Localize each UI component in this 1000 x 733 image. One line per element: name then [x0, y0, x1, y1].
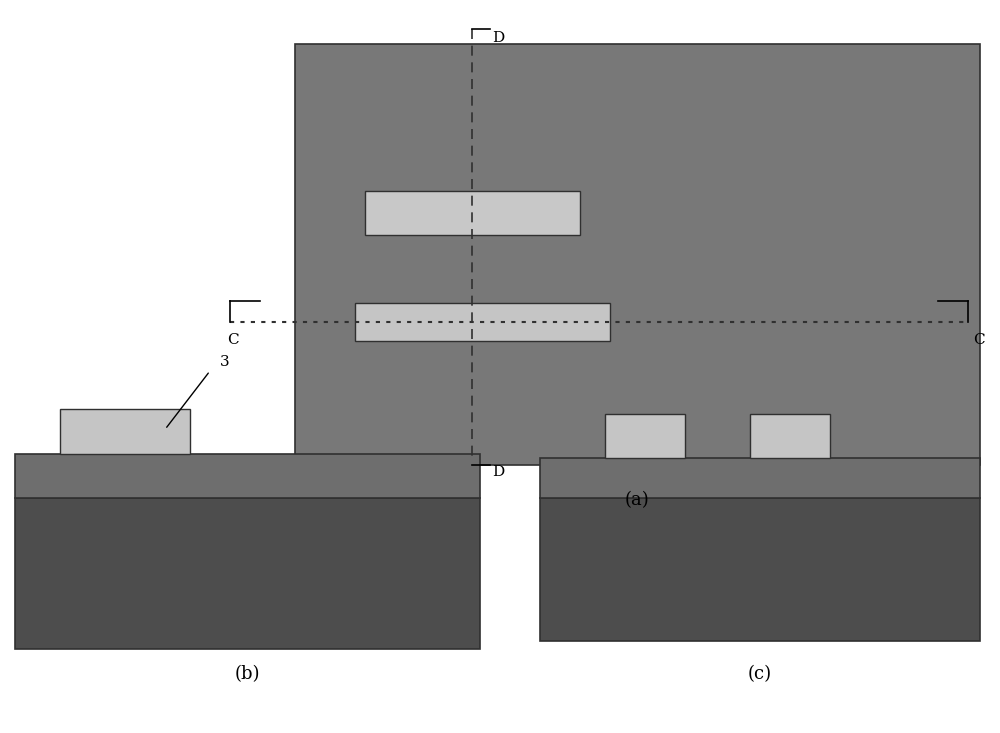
Text: (b): (b) — [234, 666, 260, 684]
Text: C: C — [973, 333, 985, 347]
Bar — [540, 498, 980, 641]
Bar — [605, 414, 685, 458]
Bar — [540, 458, 980, 498]
Bar — [750, 414, 830, 458]
Bar — [355, 303, 610, 341]
Text: (c): (c) — [748, 666, 772, 684]
Bar — [15, 498, 480, 649]
Text: D: D — [492, 465, 504, 479]
Text: 3: 3 — [220, 355, 230, 369]
Bar — [295, 44, 980, 465]
Text: D: D — [492, 31, 504, 45]
Text: C: C — [227, 333, 239, 347]
Bar — [365, 191, 580, 235]
Text: (a): (a) — [625, 491, 649, 509]
Bar — [15, 454, 480, 498]
Bar — [60, 409, 190, 454]
